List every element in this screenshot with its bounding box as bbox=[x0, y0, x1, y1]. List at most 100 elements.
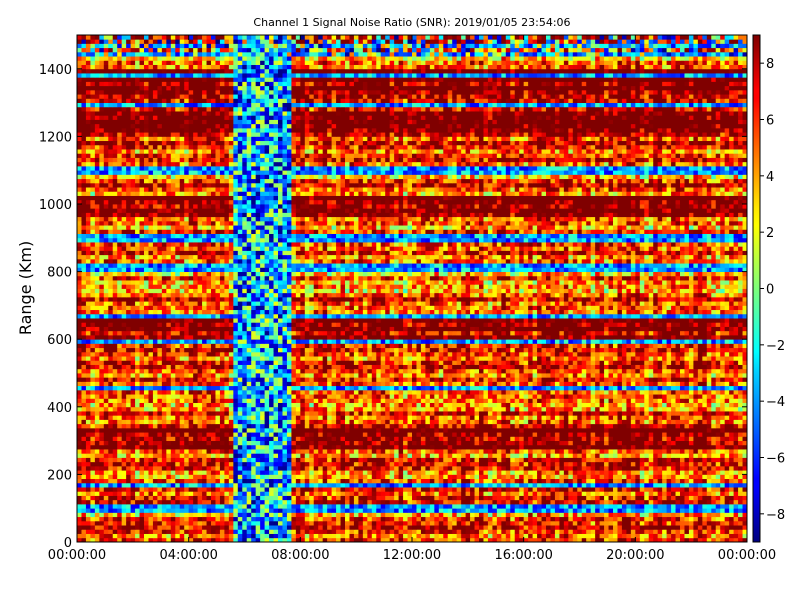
heatmap-cell bbox=[353, 402, 359, 408]
heatmap-cell bbox=[412, 436, 417, 442]
heatmap-cell bbox=[461, 423, 466, 429]
heatmap-cell bbox=[318, 525, 324, 530]
heatmap-cell bbox=[77, 465, 82, 471]
heatmap-cell bbox=[487, 461, 493, 467]
heatmap-cell bbox=[219, 470, 225, 475]
heatmap-cell bbox=[139, 423, 145, 429]
heatmap-cell bbox=[398, 423, 404, 429]
heatmap-cell bbox=[729, 449, 734, 454]
heatmap-cell bbox=[519, 512, 525, 518]
heatmap-cell bbox=[604, 453, 609, 458]
heatmap-cell bbox=[197, 449, 203, 454]
heatmap-cell bbox=[144, 478, 149, 484]
heatmap-cell bbox=[572, 474, 578, 480]
heatmap-cell bbox=[639, 487, 645, 492]
heatmap-cell bbox=[166, 449, 172, 454]
heatmap-cell bbox=[577, 482, 583, 488]
heatmap-cell bbox=[184, 520, 190, 526]
heatmap-cell bbox=[492, 482, 498, 488]
heatmap-cell bbox=[532, 457, 538, 463]
heatmap-cell bbox=[675, 487, 681, 492]
heatmap-cell bbox=[403, 516, 408, 522]
heatmap-cell bbox=[367, 508, 373, 513]
heatmap-cell bbox=[99, 436, 105, 442]
heatmap-cell bbox=[429, 457, 435, 463]
heatmap-cell bbox=[309, 478, 315, 484]
heatmap-cell bbox=[733, 432, 739, 437]
heatmap-cell bbox=[657, 444, 663, 450]
heatmap-cell bbox=[286, 537, 292, 542]
heatmap-cell bbox=[380, 516, 386, 522]
heatmap-cell bbox=[313, 525, 319, 530]
heatmap-cell bbox=[273, 499, 279, 505]
heatmap-cell bbox=[429, 487, 435, 492]
heatmap-cell bbox=[273, 411, 279, 416]
heatmap-cell bbox=[697, 457, 703, 463]
heatmap-cell bbox=[371, 453, 377, 458]
heatmap-cell bbox=[648, 470, 654, 475]
heatmap-cell bbox=[501, 432, 507, 437]
heatmap-cell bbox=[295, 444, 301, 450]
heatmap-cell bbox=[666, 419, 672, 425]
heatmap-cell bbox=[720, 478, 726, 484]
heatmap-cell bbox=[318, 432, 324, 437]
heatmap-cell bbox=[443, 482, 449, 488]
heatmap-cell bbox=[443, 419, 449, 425]
heatmap-cell bbox=[407, 406, 413, 412]
heatmap-cell bbox=[202, 487, 207, 492]
heatmap-cell bbox=[385, 411, 391, 416]
heatmap-cell bbox=[639, 423, 645, 429]
heatmap-cell bbox=[371, 440, 377, 446]
heatmap-cell bbox=[554, 440, 560, 446]
heatmap-cell bbox=[295, 533, 301, 539]
heatmap-cell bbox=[362, 436, 368, 442]
heatmap-cell bbox=[416, 474, 422, 480]
heatmap-cell bbox=[331, 495, 337, 501]
heatmap-cell bbox=[644, 419, 650, 425]
heatmap-cell bbox=[479, 427, 484, 433]
heatmap-cell bbox=[456, 411, 462, 416]
heatmap-cell bbox=[510, 512, 516, 518]
heatmap-cell bbox=[595, 482, 600, 488]
heatmap-cell bbox=[474, 411, 480, 416]
heatmap-cell bbox=[175, 436, 181, 442]
heatmap-cell bbox=[702, 533, 708, 539]
heatmap-cell bbox=[85, 470, 91, 475]
heatmap-cell bbox=[675, 512, 681, 518]
heatmap-cell bbox=[568, 470, 574, 475]
heatmap-cell bbox=[675, 419, 681, 425]
heatmap-cell bbox=[99, 419, 105, 425]
heatmap-cell bbox=[644, 487, 650, 492]
heatmap-cell bbox=[278, 411, 283, 416]
heatmap-cell bbox=[300, 503, 306, 509]
heatmap-cell bbox=[702, 411, 708, 416]
heatmap-cell bbox=[483, 537, 489, 542]
heatmap-cell bbox=[738, 465, 743, 471]
heatmap-cell bbox=[389, 449, 395, 454]
heatmap-cell bbox=[688, 487, 694, 492]
heatmap-cell bbox=[724, 449, 730, 454]
heatmap-cell bbox=[706, 419, 712, 425]
heatmap-cell bbox=[179, 491, 185, 496]
heatmap-cell bbox=[295, 419, 301, 425]
heatmap-cell bbox=[242, 419, 248, 425]
heatmap-cell bbox=[470, 478, 475, 484]
heatmap-cell bbox=[85, 402, 91, 408]
heatmap-cell bbox=[340, 508, 346, 513]
heatmap-cell bbox=[112, 423, 118, 429]
heatmap-cell bbox=[309, 461, 315, 467]
heatmap-cell bbox=[327, 415, 332, 420]
heatmap-cell bbox=[425, 478, 431, 484]
heatmap-cell bbox=[505, 516, 511, 522]
heatmap-cell bbox=[586, 432, 592, 437]
heatmap-cell bbox=[501, 525, 507, 530]
heatmap-cell bbox=[447, 440, 453, 446]
heatmap-cell bbox=[568, 529, 574, 534]
heatmap-cell bbox=[269, 402, 274, 408]
heatmap-cell bbox=[688, 503, 694, 509]
heatmap-cell bbox=[738, 423, 743, 429]
heatmap-cell bbox=[117, 478, 123, 484]
heatmap-cell bbox=[385, 415, 391, 420]
heatmap-cell bbox=[233, 516, 239, 522]
heatmap-cell bbox=[224, 444, 230, 450]
